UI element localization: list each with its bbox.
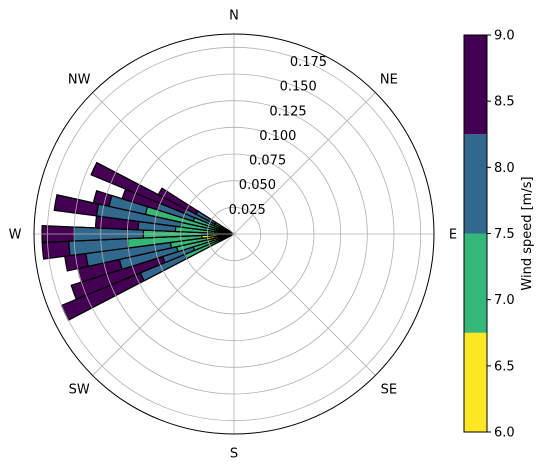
- rose-bars: [41, 161, 235, 321]
- radial-tick-label-4: 0.125: [269, 104, 306, 119]
- polar-grid: [34, 34, 434, 434]
- colorbar-tick-label-4: 8.0: [494, 161, 515, 176]
- direction-label-w: W: [9, 228, 22, 243]
- grid-spoke-nw: [92, 92, 235, 235]
- direction-label-se: SE: [381, 382, 397, 397]
- direction-label-nw: NW: [68, 73, 91, 88]
- colorbar-tick-label-1: 6.5: [494, 359, 515, 374]
- polar-labels: N NE E SE S SW W NW 0.025 0.050 0.075 0.100 0.125 0.1…: [9, 9, 458, 462]
- colorbar: 6.0 6.5 7.0 7.5 8.0 8.5 9.0 Wind speed [m/s]: [463, 29, 535, 441]
- radial-tick-label-2: 0.075: [249, 154, 286, 169]
- direction-label-e: E: [449, 228, 457, 243]
- radial-tick-label-5: 0.150: [280, 80, 317, 95]
- colorbar-bin-1: [464, 233, 487, 333]
- colorbar-tick-label-2: 7.0: [494, 293, 515, 308]
- colorbar-tick-label-3: 7.5: [494, 227, 515, 242]
- direction-label-s: S: [230, 447, 238, 462]
- direction-label-sw: SW: [69, 382, 90, 397]
- radial-tick-label-1: 0.050: [239, 178, 276, 193]
- colorbar-bin-3: [464, 35, 487, 135]
- colorbar-bin-0: [464, 332, 487, 432]
- colorbar-bin-2: [464, 134, 487, 234]
- grid-spoke-ne: [233, 92, 376, 235]
- colorbar-label: Wind speed [m/s]: [520, 176, 535, 290]
- direction-label-n: N: [229, 9, 239, 24]
- colorbar-tick-label-6: 9.0: [494, 29, 515, 44]
- colorbar-tick-label-5: 8.5: [494, 95, 515, 110]
- polar-frame: [33, 33, 435, 435]
- polar-outline: [33, 33, 435, 435]
- radial-tick-label-3: 0.100: [259, 129, 296, 144]
- grid-spoke-sw: [92, 233, 235, 376]
- radial-tick-label-0: 0.025: [229, 203, 266, 218]
- colorbar-tick-label-0: 6.0: [494, 426, 515, 441]
- direction-label-ne: NE: [380, 73, 398, 88]
- radial-tick-label-6: 0.175: [290, 55, 327, 70]
- grid-spoke-se: [233, 233, 376, 376]
